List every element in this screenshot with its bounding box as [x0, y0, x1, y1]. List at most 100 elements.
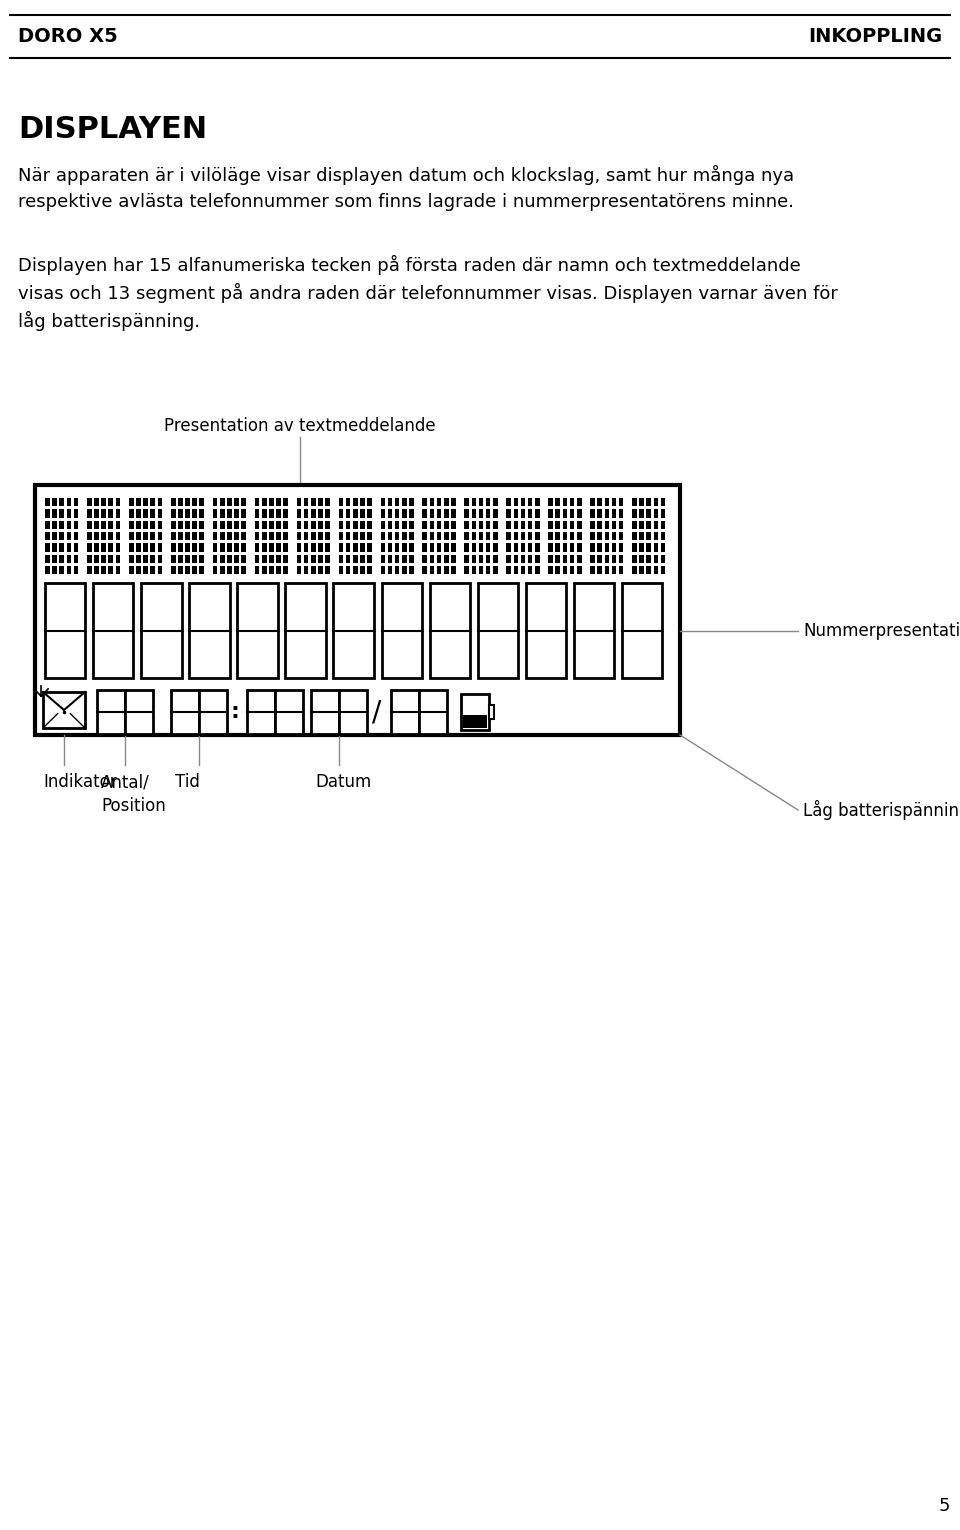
Bar [548, 566, 553, 574]
Bar [60, 532, 64, 540]
Bar [409, 543, 414, 552]
Bar [612, 520, 616, 529]
Bar [220, 543, 225, 552]
Bar [493, 497, 497, 506]
Bar [590, 520, 595, 529]
Bar [325, 566, 330, 574]
Bar [276, 543, 281, 552]
Bar [228, 543, 231, 552]
Bar [136, 566, 141, 574]
Bar [520, 509, 525, 517]
Bar [108, 543, 113, 552]
Bar [605, 509, 610, 517]
Bar [108, 520, 113, 529]
Bar [199, 690, 227, 734]
Bar [471, 543, 476, 552]
Bar [108, 532, 113, 540]
Bar [479, 566, 483, 574]
Bar [102, 566, 106, 574]
Bar [528, 509, 533, 517]
Bar [234, 532, 239, 540]
Bar [346, 543, 350, 552]
Bar [605, 555, 610, 563]
Bar [185, 543, 190, 552]
Bar [276, 555, 281, 563]
Bar [129, 566, 133, 574]
Bar [87, 555, 91, 563]
Bar [430, 566, 434, 574]
Bar [437, 532, 442, 540]
Bar [569, 509, 574, 517]
Bar [241, 509, 246, 517]
Bar [409, 566, 414, 574]
Bar [437, 566, 442, 574]
Bar [639, 555, 644, 563]
Bar [213, 555, 218, 563]
Text: Låg batterispänning: Låg batterispänning [803, 800, 960, 820]
Bar [654, 543, 659, 552]
Bar [297, 532, 301, 540]
Bar [192, 555, 197, 563]
Bar [276, 532, 281, 540]
Bar [157, 509, 162, 517]
Bar [311, 497, 316, 506]
Bar [241, 566, 246, 574]
Text: 5: 5 [939, 1496, 950, 1515]
Bar [129, 509, 133, 517]
Bar [151, 509, 155, 517]
Bar [74, 509, 79, 517]
Bar [654, 509, 659, 517]
Bar [486, 497, 491, 506]
Bar [486, 566, 491, 574]
Bar [60, 497, 64, 506]
Bar [486, 532, 491, 540]
Bar [444, 566, 448, 574]
Bar [213, 532, 218, 540]
Bar [569, 543, 574, 552]
Bar [563, 520, 567, 529]
Bar [577, 509, 582, 517]
Bar [304, 532, 308, 540]
Bar [254, 532, 259, 540]
Bar [654, 520, 659, 529]
Bar [283, 497, 288, 506]
Text: Datum: Datum [315, 773, 372, 791]
Bar [234, 509, 239, 517]
Bar [346, 509, 350, 517]
Bar [479, 532, 483, 540]
Bar [178, 566, 182, 574]
Bar [563, 509, 567, 517]
Bar [200, 555, 204, 563]
Bar [535, 566, 540, 574]
Bar [346, 497, 350, 506]
Bar [297, 497, 301, 506]
Bar [548, 497, 553, 506]
Text: Tid: Tid [175, 773, 200, 791]
Bar [136, 543, 141, 552]
Text: DISPLAYEN: DISPLAYEN [18, 115, 207, 144]
Bar [622, 583, 662, 678]
Bar [597, 555, 602, 563]
Bar [577, 497, 582, 506]
Bar [213, 543, 218, 552]
Bar [388, 532, 393, 540]
Bar [388, 543, 393, 552]
Text: DORO X5: DORO X5 [18, 26, 118, 46]
Bar [171, 509, 176, 517]
Bar [262, 566, 267, 574]
Bar [514, 520, 518, 529]
Bar [276, 497, 281, 506]
Bar [151, 532, 155, 540]
Bar [213, 497, 218, 506]
Bar [353, 566, 357, 574]
Bar [311, 690, 339, 734]
Bar [402, 532, 407, 540]
Bar [514, 532, 518, 540]
Bar [597, 497, 602, 506]
Bar [493, 532, 497, 540]
Bar [171, 497, 176, 506]
Bar [360, 509, 365, 517]
Bar [74, 555, 79, 563]
Bar [639, 520, 644, 529]
Bar [115, 532, 120, 540]
